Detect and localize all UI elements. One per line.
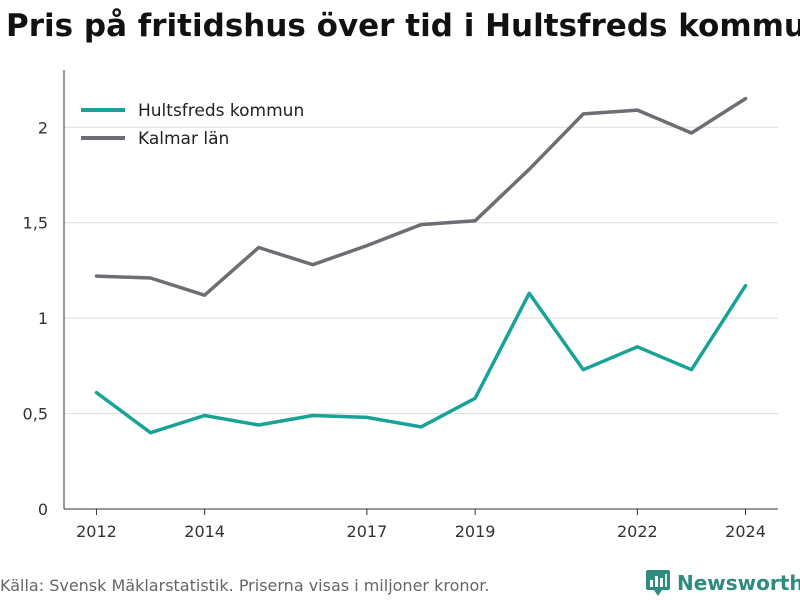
- axes: 0 0,5 1 1,5 2 2012 2014 2017 2019 2022 2024: [23, 70, 778, 541]
- brand-name: Newsworthy: [677, 571, 800, 595]
- y-tick-label: 1: [38, 309, 48, 328]
- source-note: Källa: Svensk Mäklarstatistik. Priserna …: [0, 576, 490, 595]
- y-tick-label: 1,5: [23, 214, 48, 233]
- y-tick-label: 0,5: [23, 405, 48, 424]
- brand-logo: Newsworthy: [645, 569, 800, 597]
- y-tick-label: 0: [38, 500, 48, 519]
- legend-label: Kalmar län: [138, 129, 229, 149]
- legend-label: Hultsfreds kommun: [138, 101, 304, 121]
- x-tick-label: 2024: [725, 522, 766, 541]
- chart-title: Pris på fritidshus över tid i Hultsfreds…: [6, 8, 800, 44]
- legend: Hultsfreds kommun Kalmar län: [81, 101, 304, 149]
- x-tick-label: 2017: [347, 522, 388, 541]
- series-line-kalmar: [94, 96, 748, 297]
- x-tick-label: 2019: [455, 522, 496, 541]
- x-tick-label: 2022: [617, 522, 658, 541]
- series-line-hultsfreds: [94, 283, 748, 435]
- series-lines: [94, 96, 748, 435]
- newsworthy-logo-icon: [646, 570, 670, 596]
- x-tick-label: 2014: [184, 522, 225, 541]
- grid-lines: [64, 126, 778, 415]
- x-tick-label: 2012: [76, 522, 117, 541]
- y-tick-label: 2: [38, 118, 48, 137]
